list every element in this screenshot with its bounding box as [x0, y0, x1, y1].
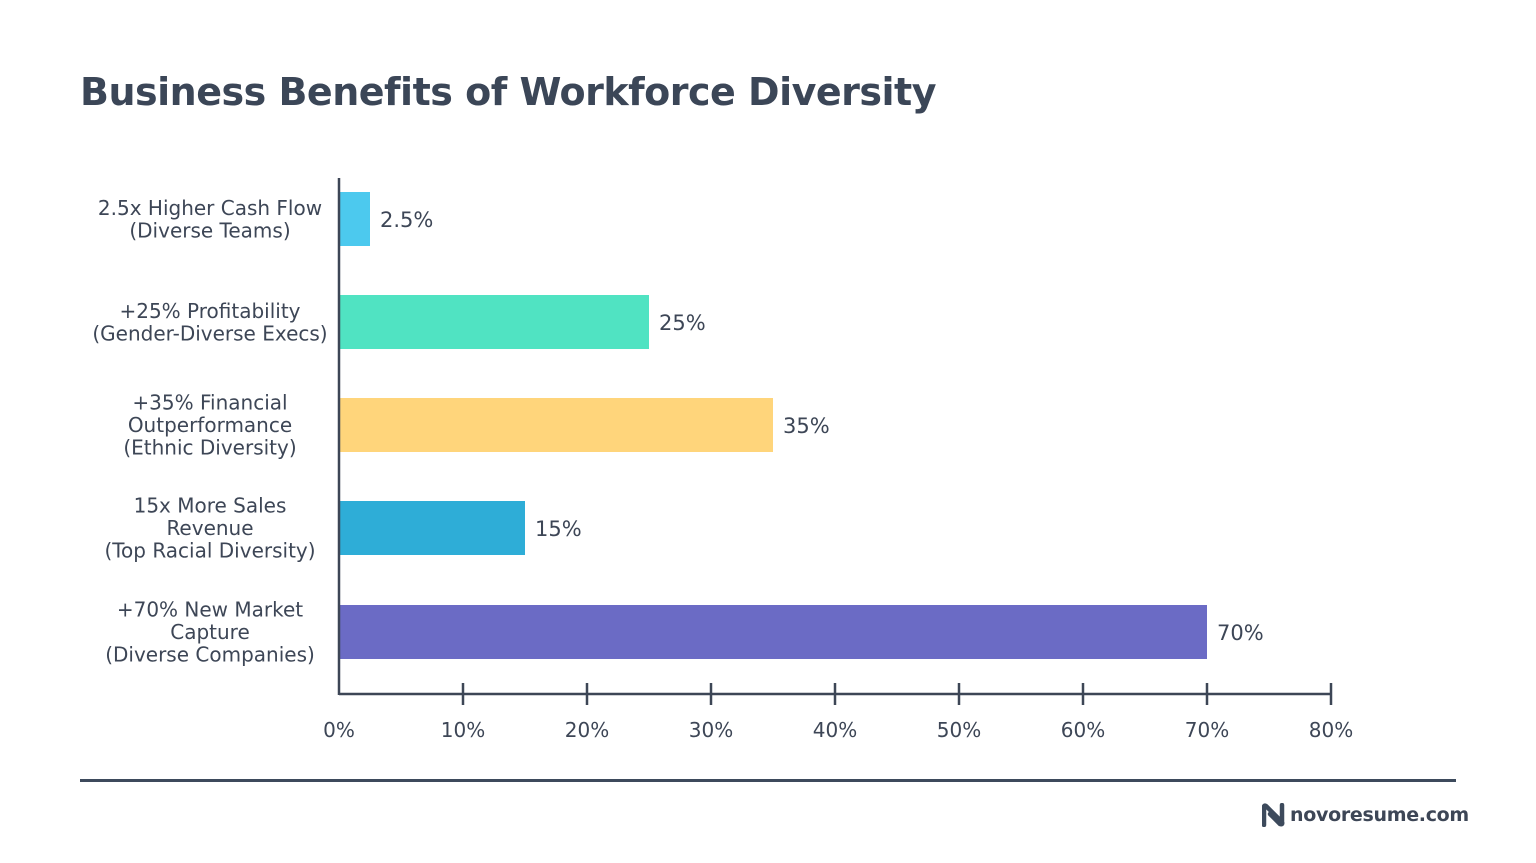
category-label: Revenue [166, 516, 253, 540]
data-label: 70% [1217, 621, 1264, 645]
x-tick-label: 30% [689, 718, 733, 742]
category-label: (Gender-Diverse Execs) [92, 321, 327, 345]
brand-name: novoresume.com [1290, 804, 1469, 826]
bar [339, 295, 649, 349]
x-tick-label: 80% [1309, 718, 1353, 742]
novoresume-logo-icon [1262, 803, 1285, 827]
bar [339, 192, 370, 246]
x-tick-label: 40% [813, 718, 857, 742]
x-tick-label: 10% [441, 718, 485, 742]
category-label: (Diverse Teams) [129, 218, 290, 242]
data-label: 15% [535, 517, 582, 541]
category-label: Capture [170, 620, 250, 644]
category-label: (Ethnic Diversity) [123, 436, 296, 460]
x-tick-label: 0% [323, 718, 355, 742]
category-label: 15x More Sales [134, 494, 287, 518]
category-label: +35% Financial [132, 391, 287, 415]
bar [339, 501, 525, 555]
category-label: +70% New Market [117, 598, 303, 622]
bar [339, 398, 773, 452]
category-label: 2.5x Higher Cash Flow [98, 196, 322, 220]
category-label: Outperformance [128, 413, 292, 437]
category-label: +25% Profitability [119, 299, 300, 323]
data-label: 25% [659, 311, 706, 335]
x-tick-label: 60% [1061, 718, 1105, 742]
category-label: (Diverse Companies) [105, 643, 315, 667]
data-label: 35% [783, 414, 830, 438]
bar [339, 605, 1207, 659]
chart-title: Business Benefits of Workforce Diversity [80, 70, 936, 114]
x-tick-label: 50% [937, 718, 981, 742]
category-label: (Top Racial Diversity) [104, 539, 315, 563]
x-tick-label: 20% [565, 718, 609, 742]
footer-divider [80, 779, 1456, 782]
brand-logo: novoresume.com [1262, 803, 1469, 827]
x-tick-label: 70% [1185, 718, 1229, 742]
data-label: 2.5% [380, 208, 433, 232]
